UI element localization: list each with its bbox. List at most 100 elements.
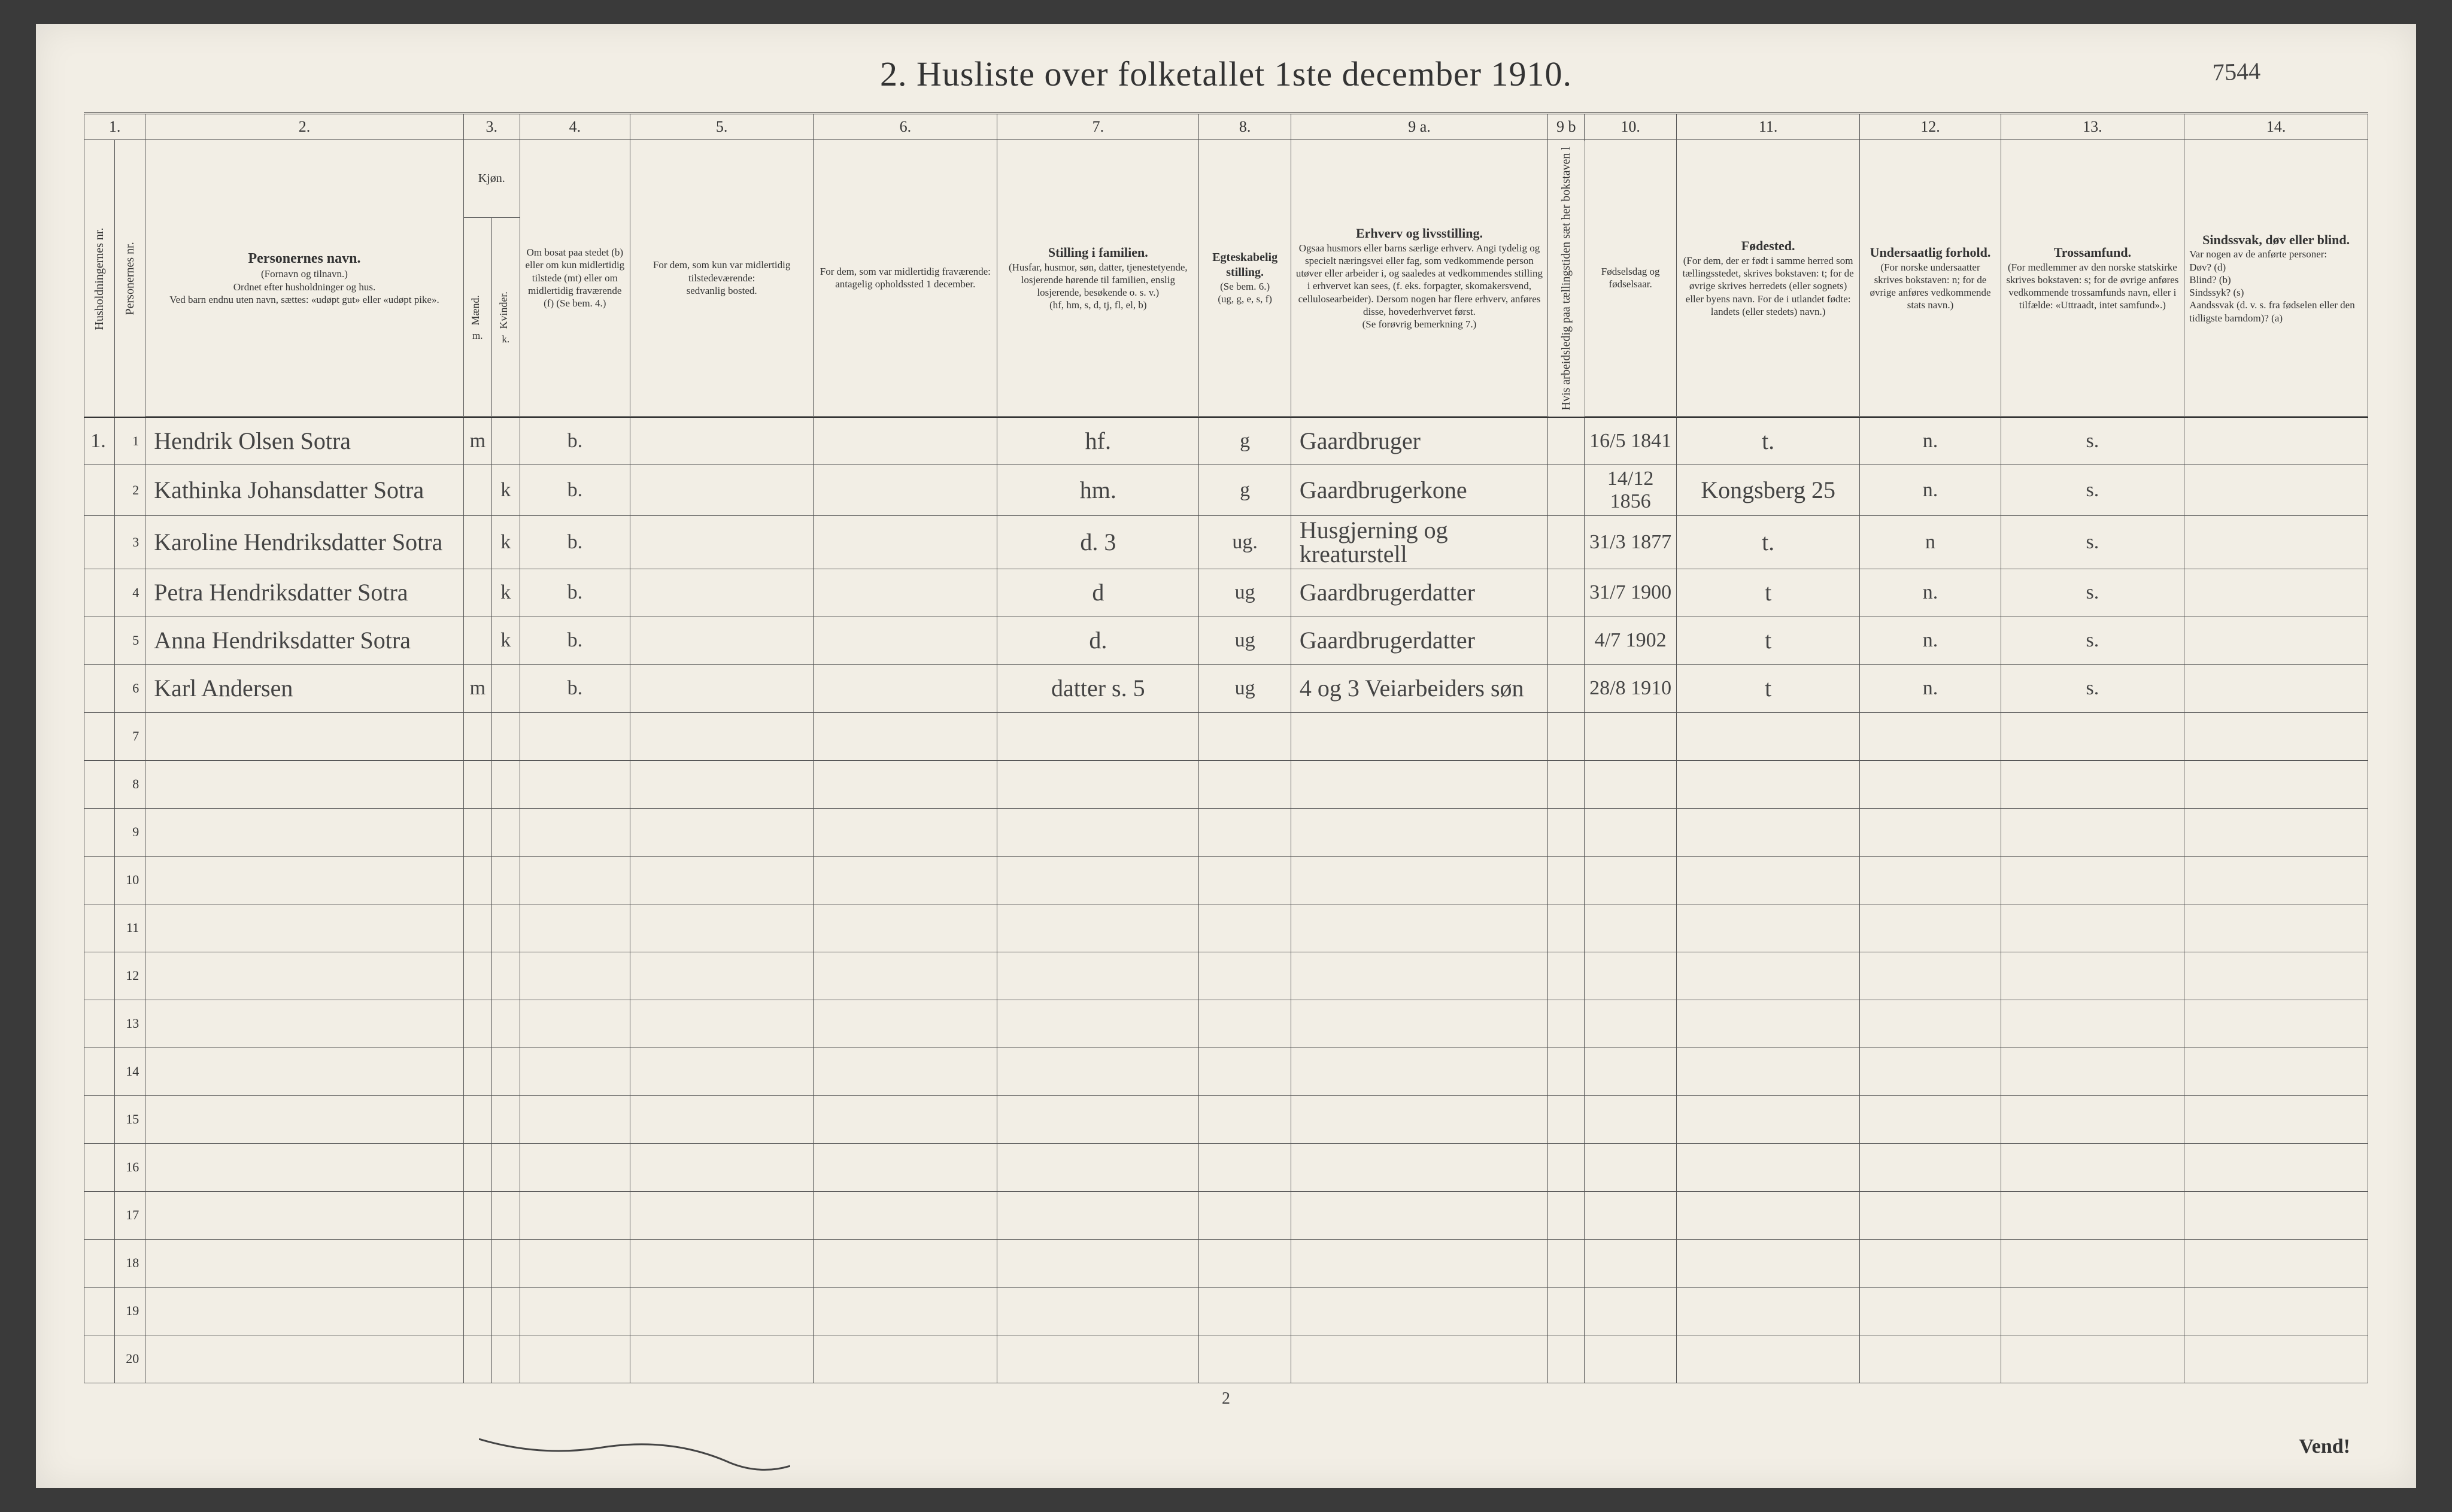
colnum-9b: 9 b (1548, 113, 1585, 140)
header-temp-present-body: For dem, som kun var midlertidig tilsted… (635, 259, 809, 297)
empty-cell (520, 1095, 630, 1143)
empty-cell (2001, 952, 2184, 1000)
header-residence-body: Om bosat paa stedet (b) eller om kun mid… (525, 246, 625, 309)
empty-cell (491, 1191, 520, 1239)
table-header: 1. 2. 3. 4. 5. 6. 7. 8. 9 a. 9 b 10. 11.… (84, 113, 2368, 417)
cell-unemployed (1548, 417, 1585, 464)
empty-cell (2184, 1239, 2368, 1287)
header-household-nr: Husholdningernes nr. (84, 140, 115, 417)
cell-household-nr: 1. (84, 417, 115, 464)
header-temp-absent: For dem, som var midlertidig fraværende:… (814, 140, 997, 417)
empty-cell (1860, 1239, 2001, 1287)
header-marital-body: (Se bem. 6.) (ug, g, e, s, f) (1204, 280, 1285, 306)
cell-temp-absent (814, 515, 997, 569)
empty-cell (145, 1095, 464, 1143)
empty-cell (491, 760, 520, 808)
empty-cell (1548, 1143, 1585, 1191)
empty-cell (491, 856, 520, 904)
empty-cell (1860, 1095, 2001, 1143)
cell-household-nr (84, 664, 115, 712)
empty-cell (2001, 1048, 2184, 1095)
cell-unemployed (1548, 515, 1585, 569)
cell-family-position: d. 3 (997, 515, 1199, 569)
empty-cell (1291, 1048, 1547, 1095)
empty-cell (145, 760, 464, 808)
empty-cell (520, 856, 630, 904)
table-row: 15 (84, 1095, 2368, 1143)
empty-cell (997, 952, 1199, 1000)
empty-cell (520, 1335, 630, 1383)
empty-cell (1291, 1000, 1547, 1048)
empty-cell (1548, 1191, 1585, 1239)
empty-cell (84, 952, 115, 1000)
title-row: 2. Husliste over folketallet 1ste decemb… (84, 54, 2368, 94)
empty-cell (630, 1143, 814, 1191)
empty-cell (1199, 952, 1291, 1000)
empty-cell (2001, 760, 2184, 808)
colnum-9a: 9 a. (1291, 113, 1547, 140)
empty-cell (1199, 1143, 1291, 1191)
empty-cell (1199, 1335, 1291, 1383)
empty-cell (84, 1143, 115, 1191)
empty-cell (1860, 904, 2001, 952)
empty-cell (814, 1048, 997, 1095)
header-temp-present: For dem, som kun var midlertidig tilsted… (630, 140, 814, 417)
cell-faith: s. (2001, 515, 2184, 569)
header-birthplace: Fødested. (For dem, der er født i samme … (1676, 140, 1860, 417)
empty-cell (145, 1143, 464, 1191)
empty-cell (2184, 1048, 2368, 1095)
header-names: Personernes navn. (Fornavn og tilnavn.) … (145, 140, 464, 417)
empty-cell (145, 1287, 464, 1335)
footer-page-number: 2 (84, 1389, 2368, 1408)
cell-person-nr: 14 (115, 1048, 145, 1095)
cell-person-nr: 8 (115, 760, 145, 808)
cell-temp-absent (814, 664, 997, 712)
empty-cell (997, 712, 1199, 760)
empty-cell (1548, 1287, 1585, 1335)
empty-cell (1585, 904, 1676, 952)
cell-family-position: d. (997, 617, 1199, 664)
header-disability-body: Var nogen av de anførte personer: Døv? (… (2189, 248, 2363, 324)
empty-cell (630, 856, 814, 904)
empty-cell (814, 1191, 997, 1239)
cell-temp-present (630, 515, 814, 569)
empty-cell (2184, 1335, 2368, 1383)
empty-cell (1199, 1048, 1291, 1095)
cell-person-nr: 1 (115, 417, 145, 464)
empty-cell (491, 1239, 520, 1287)
cell-family-position: hm. (997, 464, 1199, 515)
empty-cell (630, 760, 814, 808)
cell-birthdate: 14/12 1856 (1585, 464, 1676, 515)
table-row: 16 (84, 1143, 2368, 1191)
cell-person-nr: 17 (115, 1191, 145, 1239)
empty-cell (520, 1191, 630, 1239)
empty-cell (463, 712, 491, 760)
table-row: 12 (84, 952, 2368, 1000)
cell-occupation: Gaardbruger (1291, 417, 1547, 464)
cell-nationality: n. (1860, 617, 2001, 664)
empty-cell (814, 1287, 997, 1335)
empty-cell (1548, 1048, 1585, 1095)
cell-nationality: n. (1860, 664, 2001, 712)
cell-sex-k (491, 664, 520, 712)
empty-cell (1860, 1287, 2001, 1335)
empty-cell (1585, 1335, 1676, 1383)
empty-cell (1860, 856, 2001, 904)
empty-cell (1548, 1239, 1585, 1287)
empty-cell (1199, 1191, 1291, 1239)
document-page: 2. Husliste over folketallet 1ste decemb… (36, 24, 2416, 1488)
cell-sex-m (463, 515, 491, 569)
table-row: 19 (84, 1287, 2368, 1335)
cell-residence: b. (520, 617, 630, 664)
cell-residence: b. (520, 664, 630, 712)
empty-cell (1860, 760, 2001, 808)
cell-marital: g (1199, 417, 1291, 464)
cell-marital: ug (1199, 569, 1291, 617)
cell-sex-k: k (491, 515, 520, 569)
cell-name: Karl Andersen (145, 664, 464, 712)
cell-marital: g (1199, 464, 1291, 515)
cell-sex-m: m (463, 417, 491, 464)
empty-cell (2001, 1335, 2184, 1383)
empty-cell (2001, 712, 2184, 760)
empty-cell (1860, 1191, 2001, 1239)
